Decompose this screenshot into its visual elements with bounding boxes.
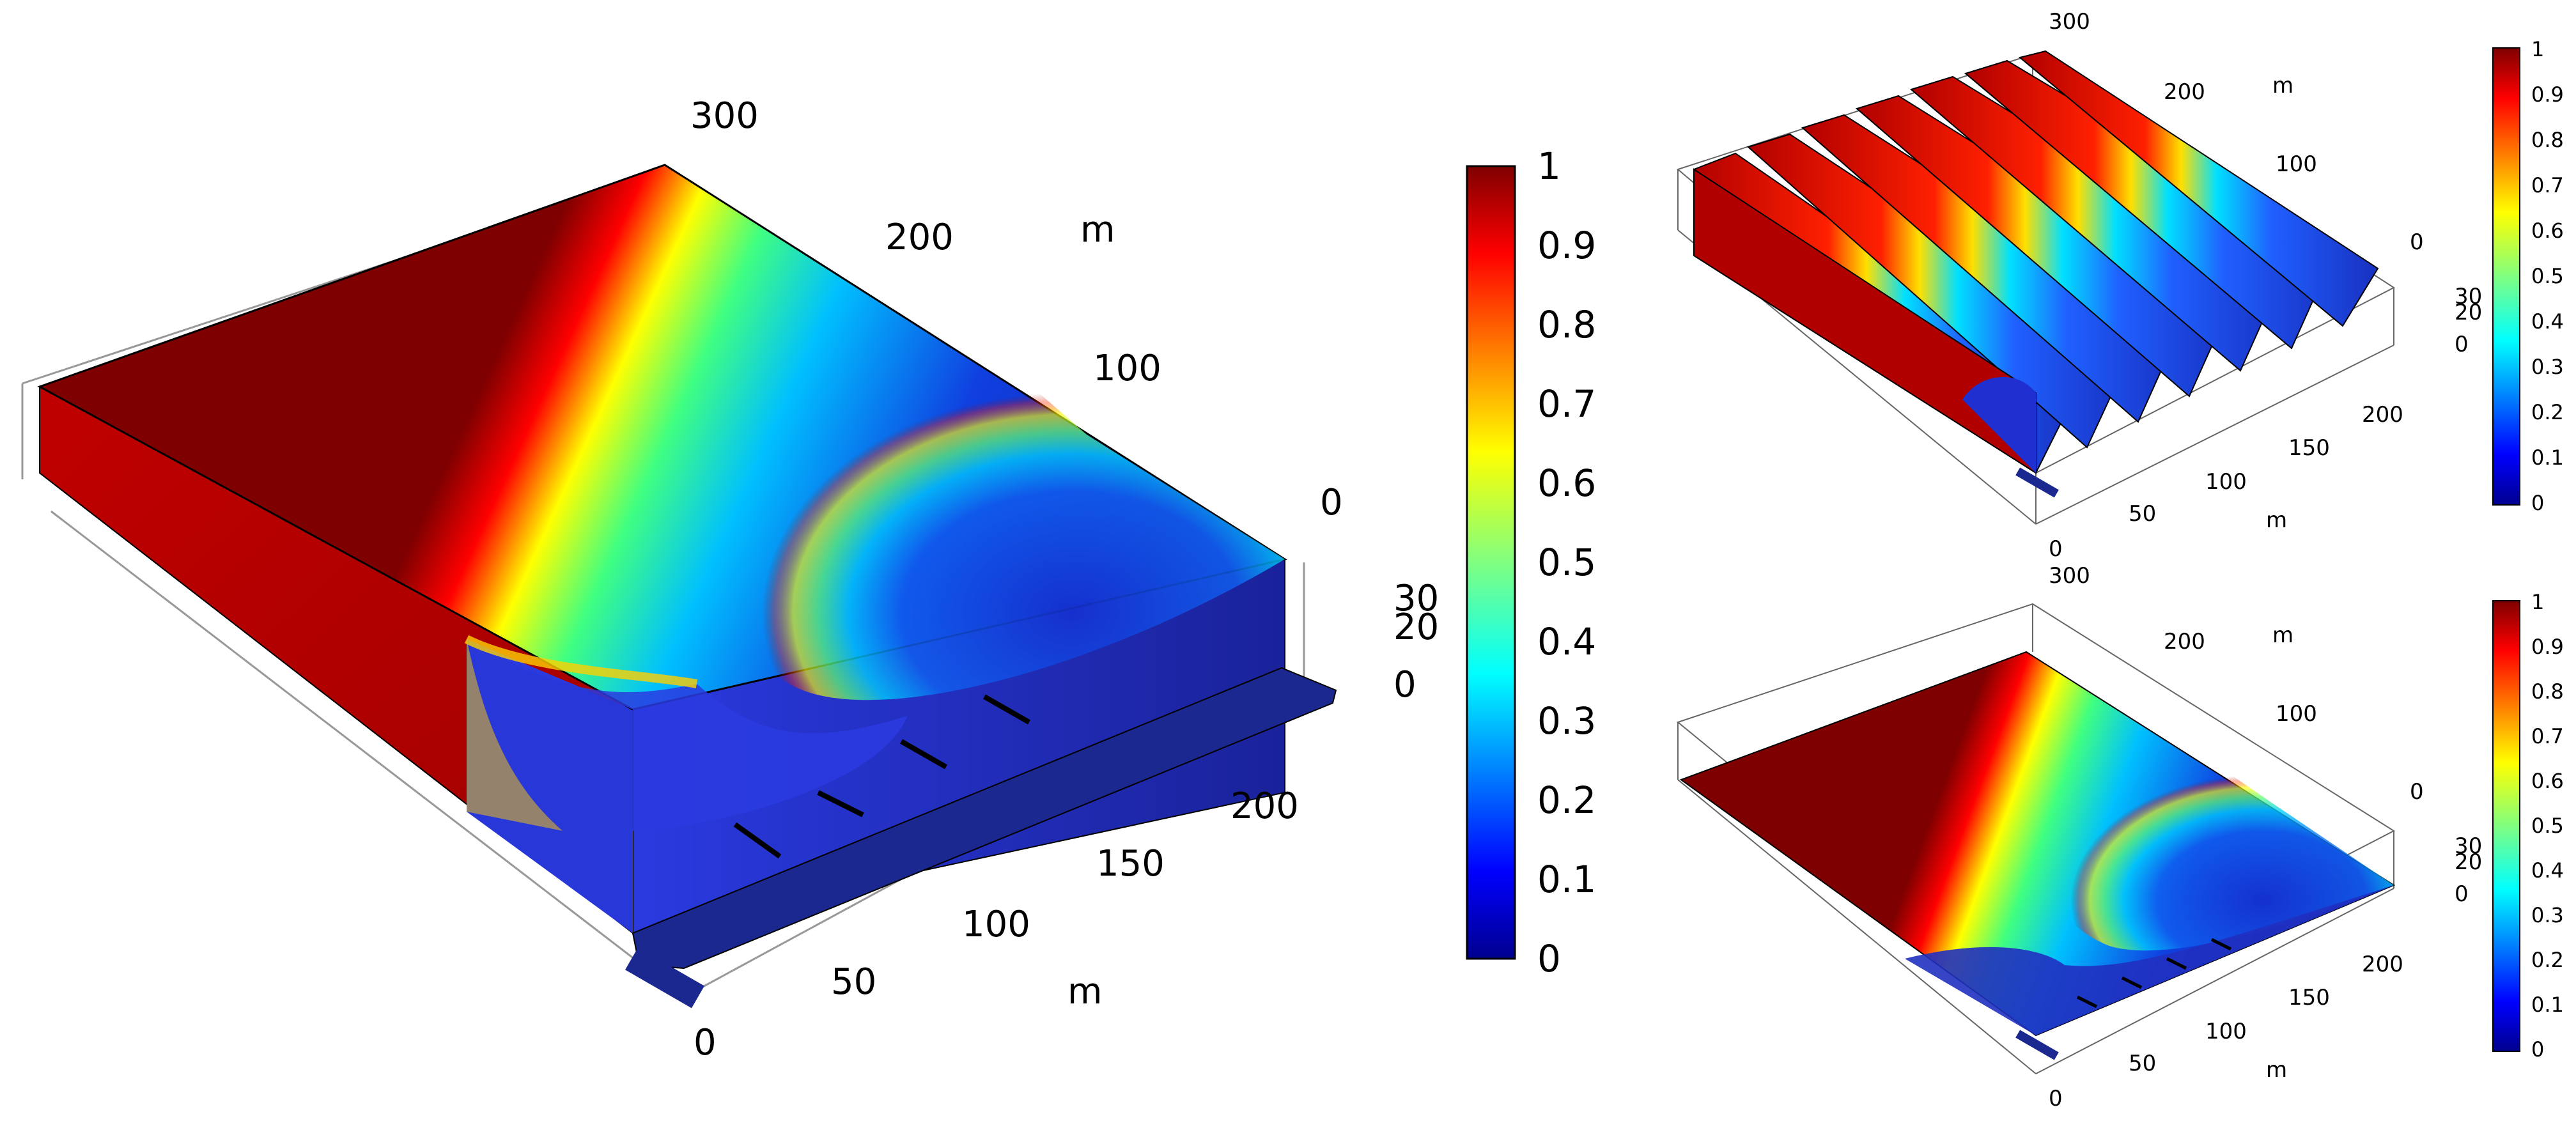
main-ytick-0: 0 [1320, 482, 1343, 523]
bottom-right-ztick-30: 30 [2455, 833, 2482, 859]
bottom-right-xtick-0: 0 [2049, 1086, 2063, 1111]
bottom-right-colorbar-tick-0.7: 0.7 [2531, 724, 2564, 748]
bottom-right-xtick-100: 100 [2205, 1019, 2247, 1044]
bottom-right-colorbar-tick-0.6: 0.6 [2531, 769, 2564, 793]
bottom-right-ytick-0: 0 [2410, 779, 2424, 805]
bottom-right-colorbar-tick-0.5: 0.5 [2531, 814, 2564, 838]
top-right-colorbar-tick-0.5: 0.5 [2531, 264, 2564, 288]
bottom-right-ytick-300: 300 [2049, 563, 2090, 589]
main-colorbar-tick-0.7: 0.7 [1537, 382, 1596, 426]
main-ytick-200: 200 [885, 217, 954, 258]
top-right-ztick-0: 0 [2455, 332, 2469, 357]
bottom-right-ytick-100: 100 [2276, 701, 2317, 727]
main-wells [733, 694, 1030, 859]
top-right-xtick-100: 100 [2205, 469, 2247, 495]
main-colorbar-tick-0.8: 0.8 [1537, 303, 1596, 346]
top-right-axis-unit-top: m [2272, 73, 2293, 98]
top-right-ztick-20: 20 [2455, 300, 2482, 325]
main-colorbar-tick-0: 0 [1537, 937, 1561, 980]
top-right-colorbar-tick-0.7: 0.7 [2531, 173, 2564, 197]
main-xtick-0: 0 [694, 1022, 717, 1064]
main-ztick-0: 0 [1393, 664, 1416, 706]
main-axis-unit-bottom: m [1067, 971, 1103, 1012]
top-right-colorbar-tick-0.9: 0.9 [2531, 82, 2564, 107]
bottom-right-ztick-20: 20 [2455, 849, 2482, 875]
top-right-colorbar-tick-0.4: 0.4 [2531, 309, 2564, 334]
bottom-right-ytick-200: 200 [2164, 629, 2205, 654]
bottom-right-colorbar-tick-0.4: 0.4 [2531, 858, 2564, 883]
main-colorbar: 1 0.9 0.8 0.7 0.6 0.5 0.4 0.3 0.2 0.1 0 [1466, 144, 1596, 980]
main-xtick-150: 150 [1096, 843, 1165, 885]
bottom-right-axis-unit-bottom: m [2266, 1057, 2287, 1083]
main-colorbar-tick-1: 1 [1537, 144, 1561, 188]
main-ztick-20: 20 [1393, 607, 1439, 648]
top-right-colorbar-tick-1: 1 [2531, 37, 2544, 61]
top-right-xtick-150: 150 [2288, 435, 2330, 461]
top-right-colorbar-tick-0.2: 0.2 [2531, 400, 2564, 424]
main-ytick-100: 100 [1093, 348, 1161, 389]
bottom-right-colorbar-tick-0.9: 0.9 [2531, 635, 2564, 659]
top-right-colorbar-tick-0.3: 0.3 [2531, 355, 2564, 379]
main-xtick-50: 50 [831, 961, 876, 1003]
top-right-colorbar-tick-0: 0 [2531, 491, 2544, 515]
bottom-right-colorbar-tick-0.1: 0.1 [2531, 993, 2564, 1017]
main-xtick-200: 200 [1230, 785, 1299, 827]
top-right-ytick-300: 300 [2049, 9, 2090, 35]
main-colorbar-tick-0.9: 0.9 [1537, 224, 1596, 267]
top-right-colorbar: 1 0.9 0.8 0.7 0.6 0.5 0.4 0.3 0.2 0.1 0 [2492, 37, 2564, 515]
bottom-right-colorbar-tick-0.3: 0.3 [2531, 903, 2564, 927]
bottom-right-xtick-150: 150 [2288, 985, 2330, 1010]
top-right-colorbar-tick-0.6: 0.6 [2531, 219, 2564, 243]
top-right-axis-unit-bottom: m [2266, 507, 2287, 533]
main-colorbar-tick-0.3: 0.3 [1537, 699, 1596, 743]
top-right-xtick-50: 50 [2129, 501, 2156, 527]
bottom-right-colorbar-tick-0: 0 [2531, 1037, 2544, 1062]
bottom-right-wells [2076, 938, 2232, 1009]
bottom-right-axis-unit-top: m [2272, 623, 2293, 648]
top-right-ytick-100: 100 [2276, 151, 2317, 177]
main-axis-unit-top: m [1080, 209, 1115, 251]
main-colorbar-tick-0.4: 0.4 [1537, 620, 1596, 663]
top-right-ztick-30: 30 [2455, 284, 2482, 309]
bottom-right-colorbar-tick-1: 1 [2531, 590, 2544, 614]
bottom-right-colorbar: 1 0.9 0.8 0.7 0.6 0.5 0.4 0.3 0.2 0.1 0 [2492, 590, 2564, 1062]
main-ztick-30: 30 [1393, 578, 1439, 619]
bottom-right-xtick-50: 50 [2129, 1051, 2156, 1076]
main-colorbar-tick-0.5: 0.5 [1537, 541, 1596, 584]
main-colorbar-tick-0.1: 0.1 [1537, 858, 1596, 901]
top-right-ytick-0: 0 [2410, 229, 2424, 255]
bottom-right-ztick-0: 0 [2455, 881, 2469, 907]
bottom-right-colorbar-tick-0.8: 0.8 [2531, 679, 2564, 704]
bottom-right-3d-plot: 300 200 100 0 m 30 20 0 200 150 100 50 0… [1676, 563, 2482, 1111]
main-colorbar-tick-0.2: 0.2 [1537, 778, 1596, 822]
main-colorbar-tick-0.6: 0.6 [1537, 461, 1596, 505]
main-3d-plot: 300 200 100 0 m 30 20 0 200 150 100 50 0… [21, 95, 1439, 1064]
bottom-right-colorbar-tick-0.2: 0.2 [2531, 948, 2564, 972]
main-xtick-100: 100 [962, 904, 1030, 945]
top-right-3d-plot: 300 200 100 0 m 30 20 0 200 150 100 50 0… [1676, 9, 2482, 562]
main-ytick-300: 300 [690, 95, 759, 137]
top-right-colorbar-tick-0.1: 0.1 [2531, 445, 2564, 470]
bottom-right-xtick-200: 200 [2362, 952, 2403, 977]
top-right-colorbar-tick-0.8: 0.8 [2531, 128, 2564, 152]
top-right-xtick-200: 200 [2362, 402, 2403, 428]
top-right-ytick-200: 200 [2164, 79, 2205, 105]
top-right-xtick-0: 0 [2049, 536, 2063, 562]
